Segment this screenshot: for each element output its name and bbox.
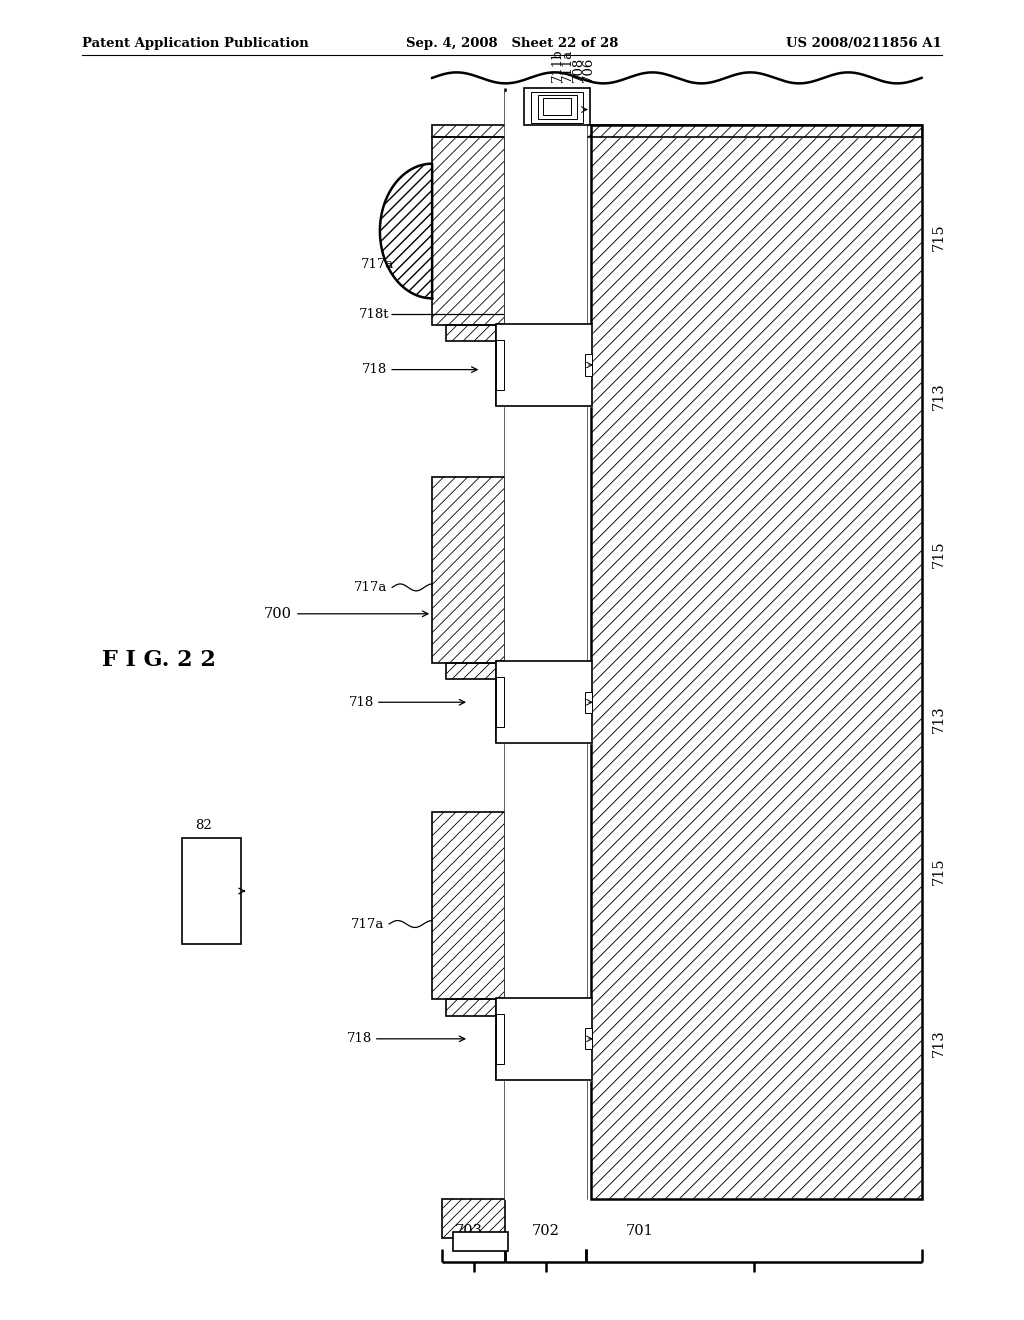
Bar [446, 325, 505, 341]
Text: Sep. 4, 2008   Sheet 22 of 28: Sep. 4, 2008 Sheet 22 of 28 [406, 37, 618, 50]
Text: 718: 718 [346, 1032, 372, 1045]
Text: 715: 715 [932, 858, 946, 884]
Bar [453, 1232, 508, 1251]
Bar [442, 1199, 505, 1238]
Text: 701: 701 [626, 1224, 654, 1238]
Polygon shape [496, 323, 592, 407]
Text: 718: 718 [361, 363, 387, 376]
Polygon shape [380, 164, 432, 298]
Bar [585, 692, 592, 713]
Polygon shape [432, 137, 505, 325]
Bar [496, 1014, 504, 1064]
Text: 703: 703 [455, 1224, 483, 1238]
Text: 82: 82 [195, 818, 211, 832]
Bar [432, 477, 505, 663]
Polygon shape [496, 998, 592, 1080]
Text: Patent Application Publication: Patent Application Publication [82, 37, 308, 50]
Polygon shape [432, 125, 922, 137]
Polygon shape [496, 661, 592, 743]
Text: 711a: 711a [561, 49, 574, 82]
Text: 718: 718 [348, 696, 374, 709]
Polygon shape [506, 92, 586, 1199]
Text: 700: 700 [264, 607, 292, 620]
Polygon shape [432, 812, 505, 999]
Polygon shape [432, 477, 505, 663]
Polygon shape [446, 999, 505, 1016]
Bar [432, 812, 505, 999]
Text: 713: 713 [932, 1028, 946, 1057]
Polygon shape [591, 125, 922, 1199]
Bar [531, 92, 583, 123]
Bar [432, 137, 505, 325]
Bar [496, 677, 504, 727]
Text: 708: 708 [571, 57, 585, 82]
Text: 713: 713 [932, 705, 946, 734]
Text: 711b: 711b [551, 49, 563, 82]
Bar [538, 95, 577, 119]
Bar [543, 98, 571, 115]
Text: US 2008/0211856 A1: US 2008/0211856 A1 [786, 37, 942, 50]
Bar [446, 663, 505, 678]
Bar [446, 999, 505, 1016]
Bar [496, 339, 504, 391]
Bar [496, 661, 592, 743]
Bar [496, 998, 592, 1080]
Polygon shape [446, 663, 505, 678]
Bar [585, 354, 592, 375]
Text: F I G. 2 2: F I G. 2 2 [101, 649, 216, 671]
Text: 717a: 717a [360, 257, 394, 271]
Bar [524, 88, 590, 125]
Text: 717a: 717a [350, 917, 384, 931]
Text: 717a: 717a [353, 581, 387, 594]
Bar [432, 125, 922, 137]
Text: 713: 713 [932, 381, 946, 411]
Bar [182, 838, 241, 944]
Bar [496, 323, 592, 407]
Text: 706: 706 [582, 57, 595, 82]
Polygon shape [442, 1199, 505, 1238]
Bar [591, 125, 922, 1199]
Text: 715: 715 [932, 541, 946, 568]
Polygon shape [446, 325, 505, 341]
Text: 718t: 718t [358, 308, 389, 321]
Text: 702: 702 [531, 1224, 560, 1238]
Bar [585, 1028, 592, 1049]
Text: 715: 715 [932, 224, 946, 251]
